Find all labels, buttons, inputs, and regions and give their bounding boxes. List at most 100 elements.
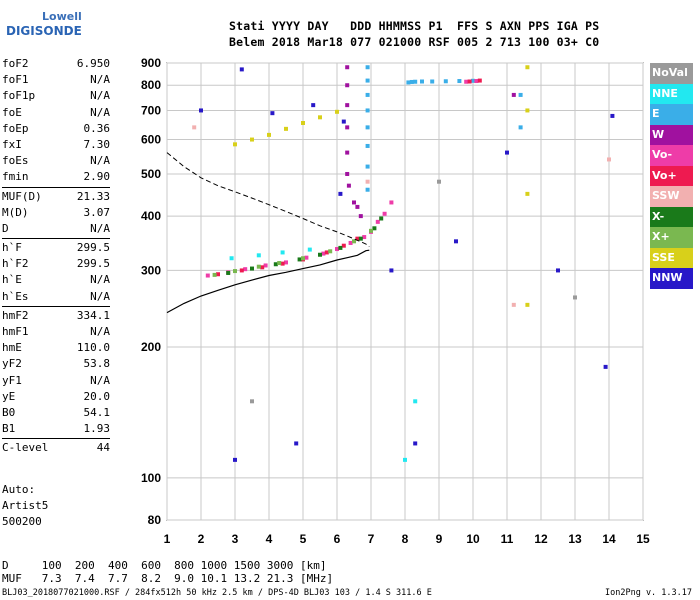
echo-point	[607, 157, 611, 162]
param-value: 54.1	[83, 405, 111, 419]
x-tick-label: 7	[368, 532, 375, 546]
echo-point	[233, 457, 237, 462]
echo-point	[239, 67, 244, 72]
echo-point	[239, 268, 244, 273]
param-value: N/A	[90, 105, 110, 119]
echo-point	[379, 216, 384, 221]
echo-point	[477, 78, 482, 83]
echo-point	[345, 103, 350, 108]
echo-point	[511, 92, 516, 97]
legend-item: NNW	[650, 268, 693, 289]
param-name: foEp	[2, 121, 29, 135]
param-row: foEp 0.36	[2, 121, 110, 137]
param-row: hmE 110.0	[2, 340, 110, 356]
x-tick-label: 15	[636, 532, 650, 546]
echo-point	[216, 272, 220, 277]
param-name: h`F2	[2, 257, 29, 271]
param-value: 299.5	[76, 241, 110, 255]
echo-point	[341, 119, 346, 124]
echo-point	[443, 79, 448, 84]
param-row: h`Es N/A	[2, 289, 110, 305]
param-value: 21.33	[76, 189, 110, 203]
x-tick-label: 5	[300, 532, 307, 546]
lowell-digisonde-logo: Lowell DIGISONDE	[6, 10, 86, 44]
echo-point	[365, 92, 370, 97]
echo-point	[256, 264, 261, 269]
echo-point	[525, 302, 530, 307]
param-value: N/A	[90, 273, 110, 287]
echo-point	[365, 179, 370, 184]
echo-point	[335, 109, 339, 114]
param-value: N/A	[90, 154, 110, 168]
legend-item: NoVal	[650, 63, 693, 84]
echo-point	[250, 399, 254, 404]
echo-point	[284, 126, 288, 131]
param-row: foF2 6.950	[2, 56, 110, 72]
echo-point	[345, 83, 350, 88]
x-tick-label: 10	[466, 532, 480, 546]
echo-point	[365, 187, 370, 192]
param-name: C-level	[2, 441, 49, 455]
echo-point	[413, 79, 418, 84]
param-row: yF2 53.8	[2, 356, 110, 372]
logo-bottom-text: DIGISONDE	[6, 24, 82, 38]
echo-point	[233, 142, 237, 147]
echo-point	[505, 150, 509, 155]
param-name: fxI	[2, 137, 22, 151]
param-row: h`E N/A	[2, 272, 110, 288]
echo-point	[280, 250, 285, 255]
x-tick-label: 4	[266, 532, 273, 546]
chart-marks	[192, 65, 615, 462]
echo-point	[205, 273, 210, 278]
echo-point	[318, 252, 322, 257]
y-tick-label: 500	[141, 167, 161, 181]
param-row: D N/A	[2, 221, 110, 237]
echo-point	[525, 108, 530, 113]
x-tick-label: 6	[334, 532, 341, 546]
param-row: foF1 N/A	[2, 72, 110, 88]
legend-item: NNE	[650, 83, 693, 104]
echo-point	[474, 79, 479, 84]
param-name: foE	[2, 105, 22, 119]
param-separator	[2, 186, 110, 188]
param-row: fmin 2.90	[2, 169, 110, 185]
param-value: N/A	[90, 89, 110, 103]
echo-point	[518, 92, 523, 97]
software-version: Ion2Png v. 1.3.17	[605, 588, 692, 598]
y-tick-label: 700	[141, 103, 161, 117]
echo-point	[603, 364, 608, 369]
param-name: foF2	[2, 57, 29, 70]
echo-point	[341, 243, 346, 248]
param-value: N/A	[90, 221, 110, 235]
param-separator	[2, 305, 110, 307]
file-info-footer: BLJ03_2018077021000.RSF / 284fx512h 50 k…	[2, 588, 432, 598]
echo-point	[437, 179, 441, 184]
param-name: foF1	[2, 73, 29, 87]
param-row: MUF(D) 21.33	[2, 189, 110, 205]
param-row: foEs N/A	[2, 153, 110, 169]
x-tick-label: 9	[436, 532, 443, 546]
echo-point	[338, 245, 343, 250]
param-name: hmF2	[2, 308, 29, 322]
echo-point	[345, 125, 350, 130]
echo-point	[358, 236, 363, 241]
echo-point	[294, 441, 299, 446]
legend-item: E	[650, 104, 693, 125]
echo-point	[260, 265, 265, 270]
echo-point	[457, 79, 462, 84]
x-tick-label: 11	[501, 532, 514, 546]
echo-point	[420, 79, 424, 84]
y-tick-label: 100	[141, 471, 161, 485]
echo-point	[525, 191, 530, 196]
echo-point	[471, 78, 475, 83]
echo-point	[556, 268, 560, 273]
echo-point	[389, 268, 394, 273]
chart-curves	[166, 152, 370, 314]
echo-point	[464, 79, 469, 84]
chart-ticks: 1 2 3 4 5 6 7 8 9 10 11 12 13 14 158010020030040050060…	[141, 56, 650, 546]
param-name: M(D)	[2, 205, 29, 219]
echo-point	[372, 226, 377, 231]
echo-point	[365, 164, 370, 169]
param-row: yF1 N/A	[2, 373, 110, 389]
